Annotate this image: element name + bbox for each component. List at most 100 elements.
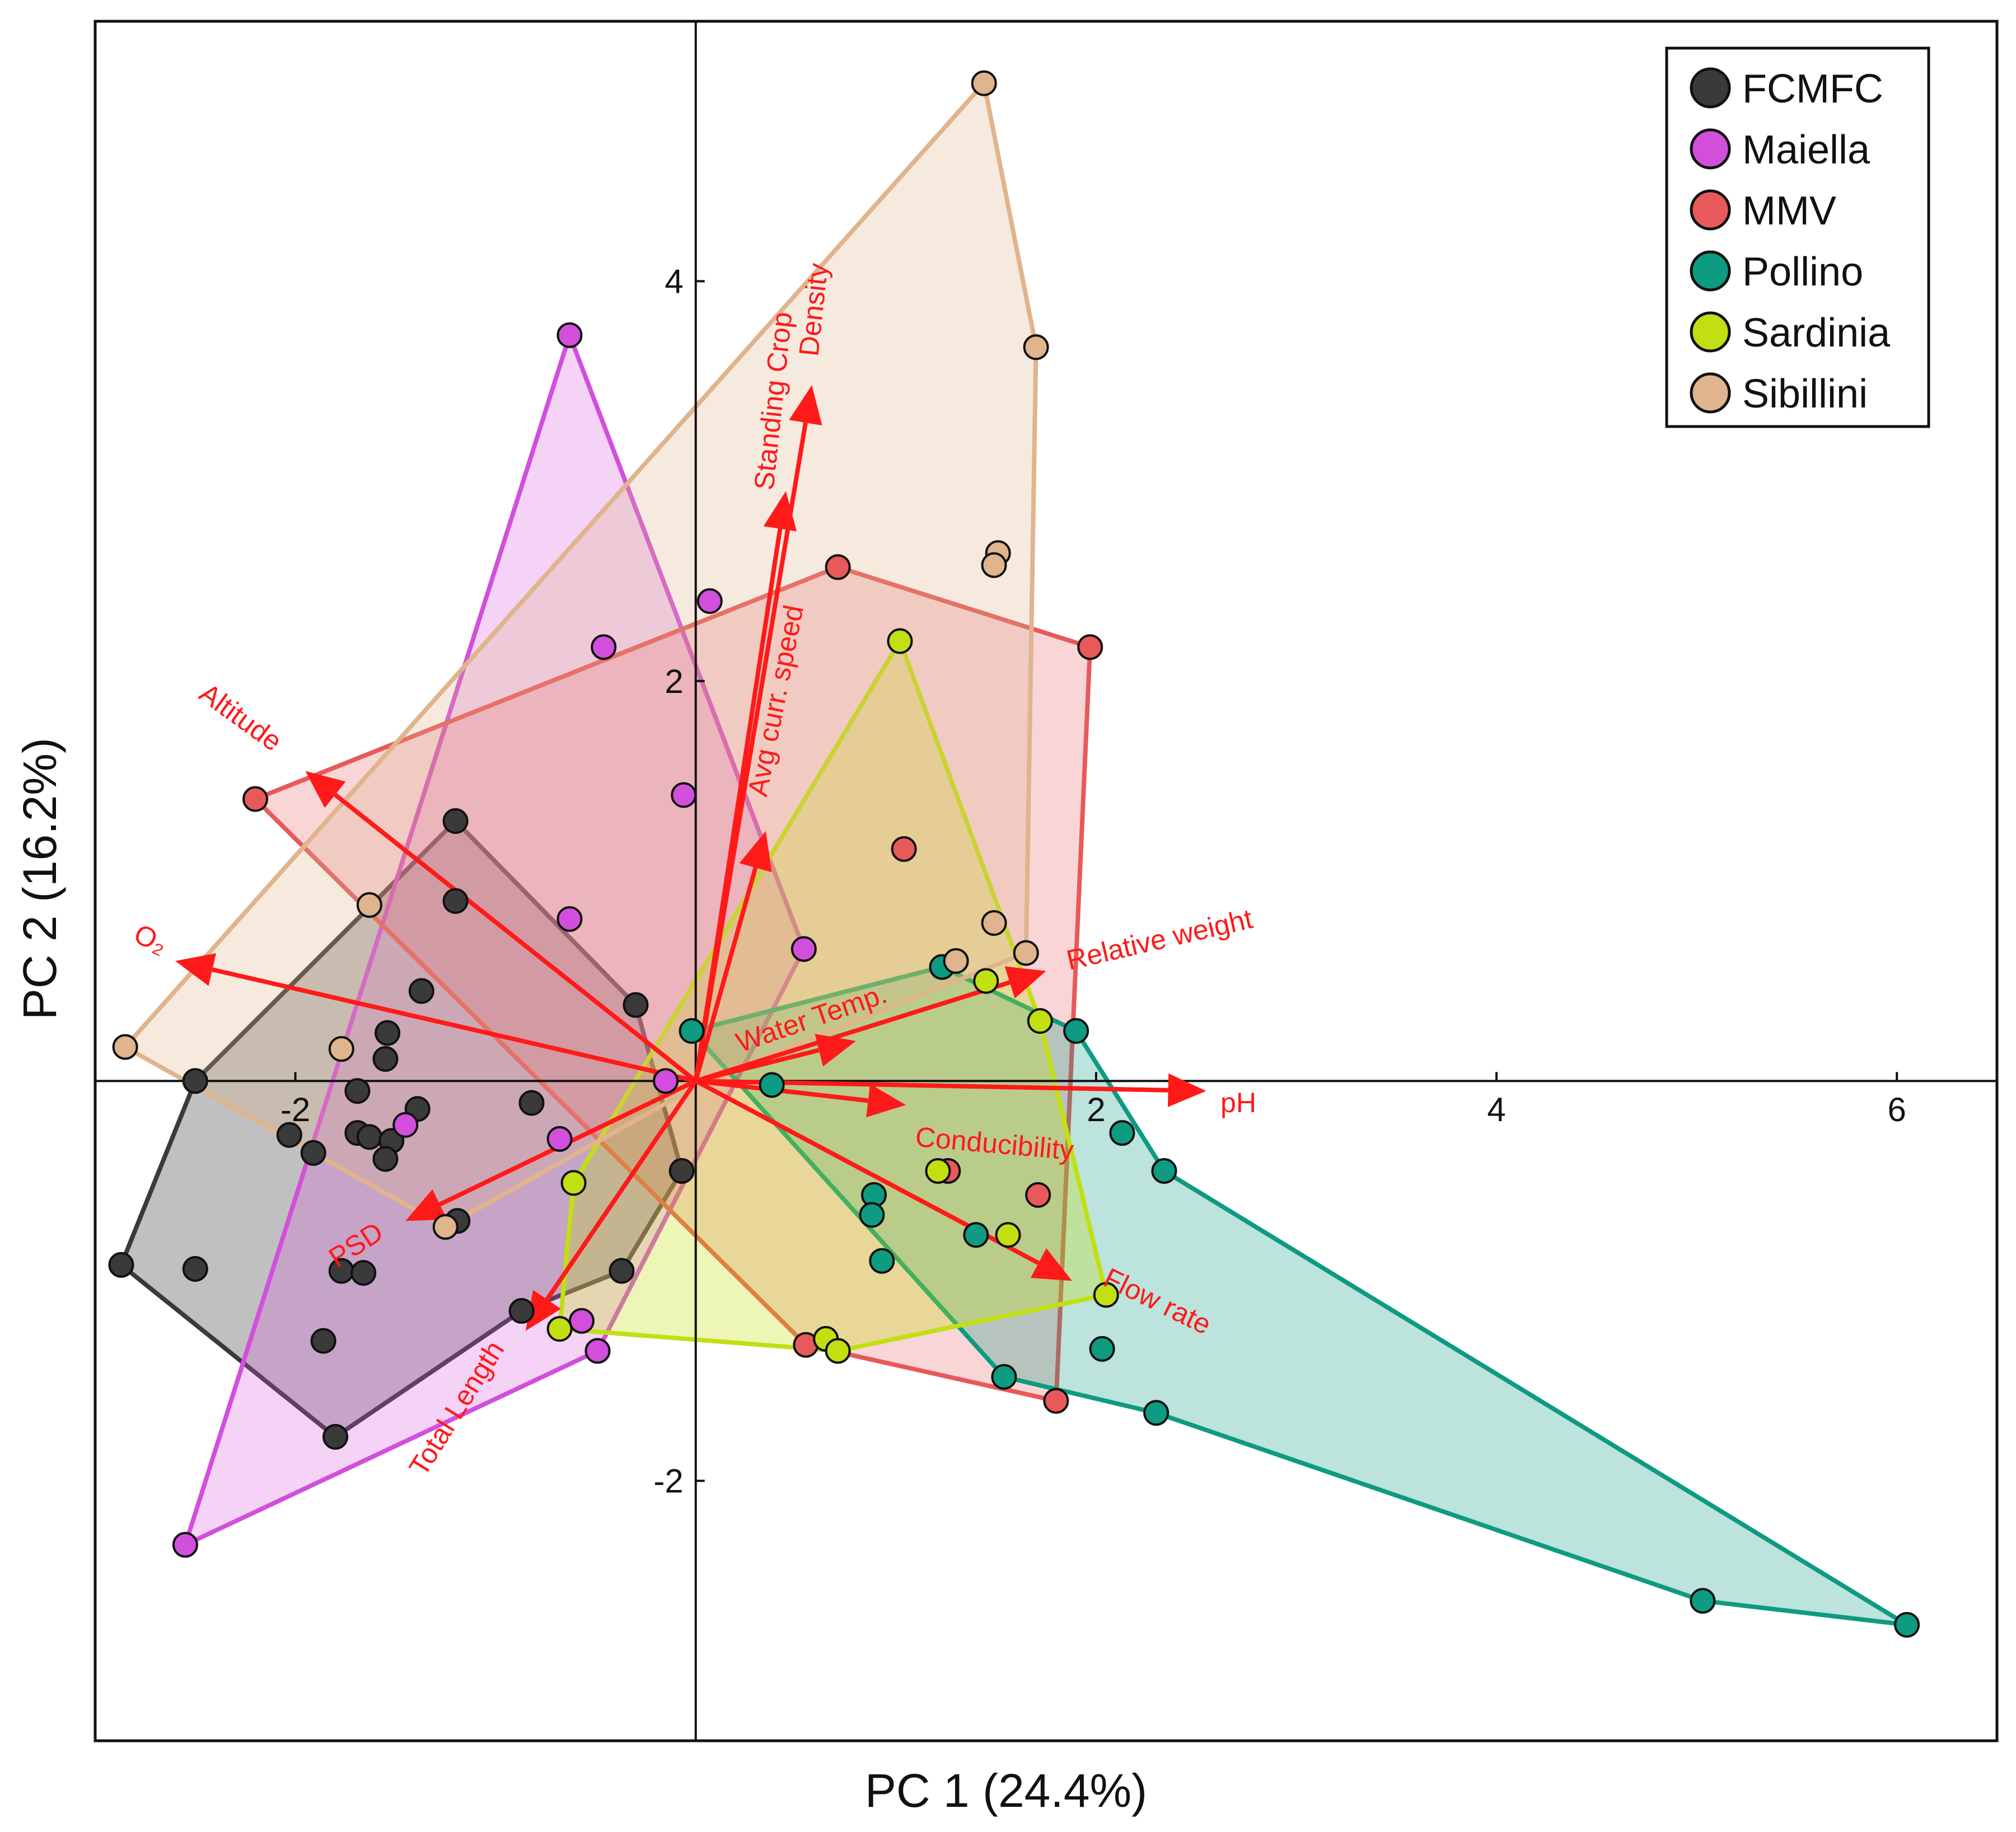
point-fcmfc — [518, 1090, 545, 1116]
y-tick-label: 2 — [665, 663, 683, 700]
vector-arrowhead-total-length — [525, 1290, 561, 1331]
legend-marker-fcmfc — [1690, 67, 1731, 109]
point-mmv — [825, 554, 851, 580]
vector-arrowhead-avg-curr-speed — [739, 831, 772, 873]
point-pollino — [963, 1222, 989, 1248]
zero-axes — [95, 21, 1997, 1741]
point-fcmfc — [322, 1424, 349, 1450]
point-mmv — [1077, 634, 1103, 660]
point-maiella — [546, 1126, 573, 1152]
point-sibillini — [1013, 940, 1039, 966]
point-maiella — [568, 1308, 595, 1334]
x-tick-label: 6 — [1888, 1091, 1906, 1128]
point-sibillini — [432, 1213, 459, 1240]
point-fcmfc — [442, 808, 469, 834]
vector-arrowhead-psd — [405, 1189, 447, 1221]
point-pollino — [1690, 1587, 1716, 1614]
point-maiella — [653, 1068, 679, 1094]
point-fcmfc — [300, 1140, 326, 1166]
legend-marker-sibillini — [1690, 372, 1731, 414]
y-tick-label: -2 — [653, 1463, 683, 1500]
x-tick-label: 2 — [1087, 1091, 1105, 1128]
legend-label-maiella: Maiella — [1742, 128, 1870, 172]
point-sardinia — [825, 1338, 851, 1364]
point-fcmfc — [375, 1020, 401, 1046]
vector-total-length — [545, 1079, 698, 1301]
point-sibillini — [356, 892, 382, 918]
point-sibillini — [943, 948, 969, 974]
x-tick-label: -2 — [280, 1091, 310, 1128]
point-pollino — [1089, 1336, 1115, 1362]
plot-frame — [93, 20, 1999, 1742]
point-mmv — [1043, 1388, 1069, 1414]
point-sardinia — [546, 1316, 573, 1342]
point-fcmfc — [182, 1068, 208, 1094]
point-pollino — [1063, 1018, 1089, 1044]
vector-density — [693, 422, 808, 1081]
legend: FCMFC Maiella MMV Pollino Sardinia Sibillini — [1665, 46, 1930, 428]
point-sibillini — [112, 1034, 138, 1060]
point-mmv — [242, 786, 269, 812]
legend-label-fcmfc: FCMFC — [1742, 67, 1883, 111]
point-maiella — [696, 588, 723, 614]
point-fcmfc — [623, 992, 649, 1018]
point-sardinia — [887, 628, 913, 654]
vector-arrowhead-conducibility — [866, 1084, 906, 1118]
point-fcmfc — [310, 1328, 336, 1354]
point-fcmfc — [182, 1255, 208, 1282]
point-fcmfc — [609, 1258, 635, 1284]
point-maiella — [584, 1338, 611, 1364]
legend-label-pollino: Pollino — [1742, 250, 1863, 294]
point-sardinia — [560, 1170, 587, 1196]
point-sibillini — [1023, 334, 1049, 360]
point-sardinia — [973, 968, 999, 994]
point-maiella — [791, 936, 817, 962]
point-fcmfc — [408, 978, 434, 1004]
point-sardinia — [925, 1158, 951, 1184]
vector-arrowhead-density — [789, 385, 822, 426]
axis-ticks: -2 2 4 6 -2 2 4 — [280, 263, 1906, 1500]
point-fcmfc — [508, 1298, 535, 1324]
point-maiella — [392, 1112, 419, 1138]
vector-arrowhead-water-temp — [815, 1034, 856, 1067]
vector-arrowhead-ph — [1167, 1073, 1206, 1107]
legend-marker-sardinia — [1690, 311, 1731, 353]
vector-arrowhead-relative-weight — [1004, 966, 1046, 999]
point-pollino — [1894, 1611, 1920, 1638]
point-pollino — [859, 1202, 885, 1228]
vector-avg-curr-speed — [693, 867, 758, 1082]
vector-arrowhead-flow-rate — [1030, 1248, 1072, 1281]
legend-label-mmv: MMV — [1742, 189, 1836, 233]
point-pollino — [1143, 1400, 1170, 1426]
point-sibillini — [981, 552, 1007, 578]
point-fcmfc — [372, 1046, 399, 1072]
vector-arrowhead-altitude — [305, 771, 346, 808]
point-fcmfc — [276, 1122, 302, 1148]
point-sardinia — [1093, 1282, 1119, 1308]
point-fcmfc — [108, 1252, 134, 1278]
vector-arrowhead-o2 — [175, 953, 217, 986]
vector-o2 — [212, 967, 696, 1084]
point-fcmfc — [442, 888, 469, 914]
point-maiella — [671, 782, 697, 808]
vector-relative-weight — [695, 980, 1011, 1084]
y-tick-label: 4 — [665, 263, 683, 300]
point-mmv — [1025, 1182, 1051, 1208]
legend-marker-maiella — [1690, 128, 1731, 170]
point-sibillini — [328, 1036, 354, 1062]
vector-label-ph: pH — [1220, 1087, 1256, 1118]
y-axis-title: PC 2 (16.2%) — [13, 738, 66, 1020]
point-maiella — [556, 906, 583, 932]
point-maiella — [591, 634, 617, 660]
point-fcmfc — [344, 1078, 371, 1104]
point-pollino — [1151, 1158, 1177, 1184]
vector-altitude — [334, 793, 698, 1083]
point-pollino — [1109, 1120, 1135, 1146]
point-fcmfc — [372, 1146, 399, 1172]
point-fcmfc — [350, 1260, 377, 1286]
point-sibillini — [971, 70, 997, 96]
legend-box — [1665, 46, 1930, 428]
point-sardinia — [1027, 1008, 1053, 1034]
group-points — [108, 70, 1920, 1638]
